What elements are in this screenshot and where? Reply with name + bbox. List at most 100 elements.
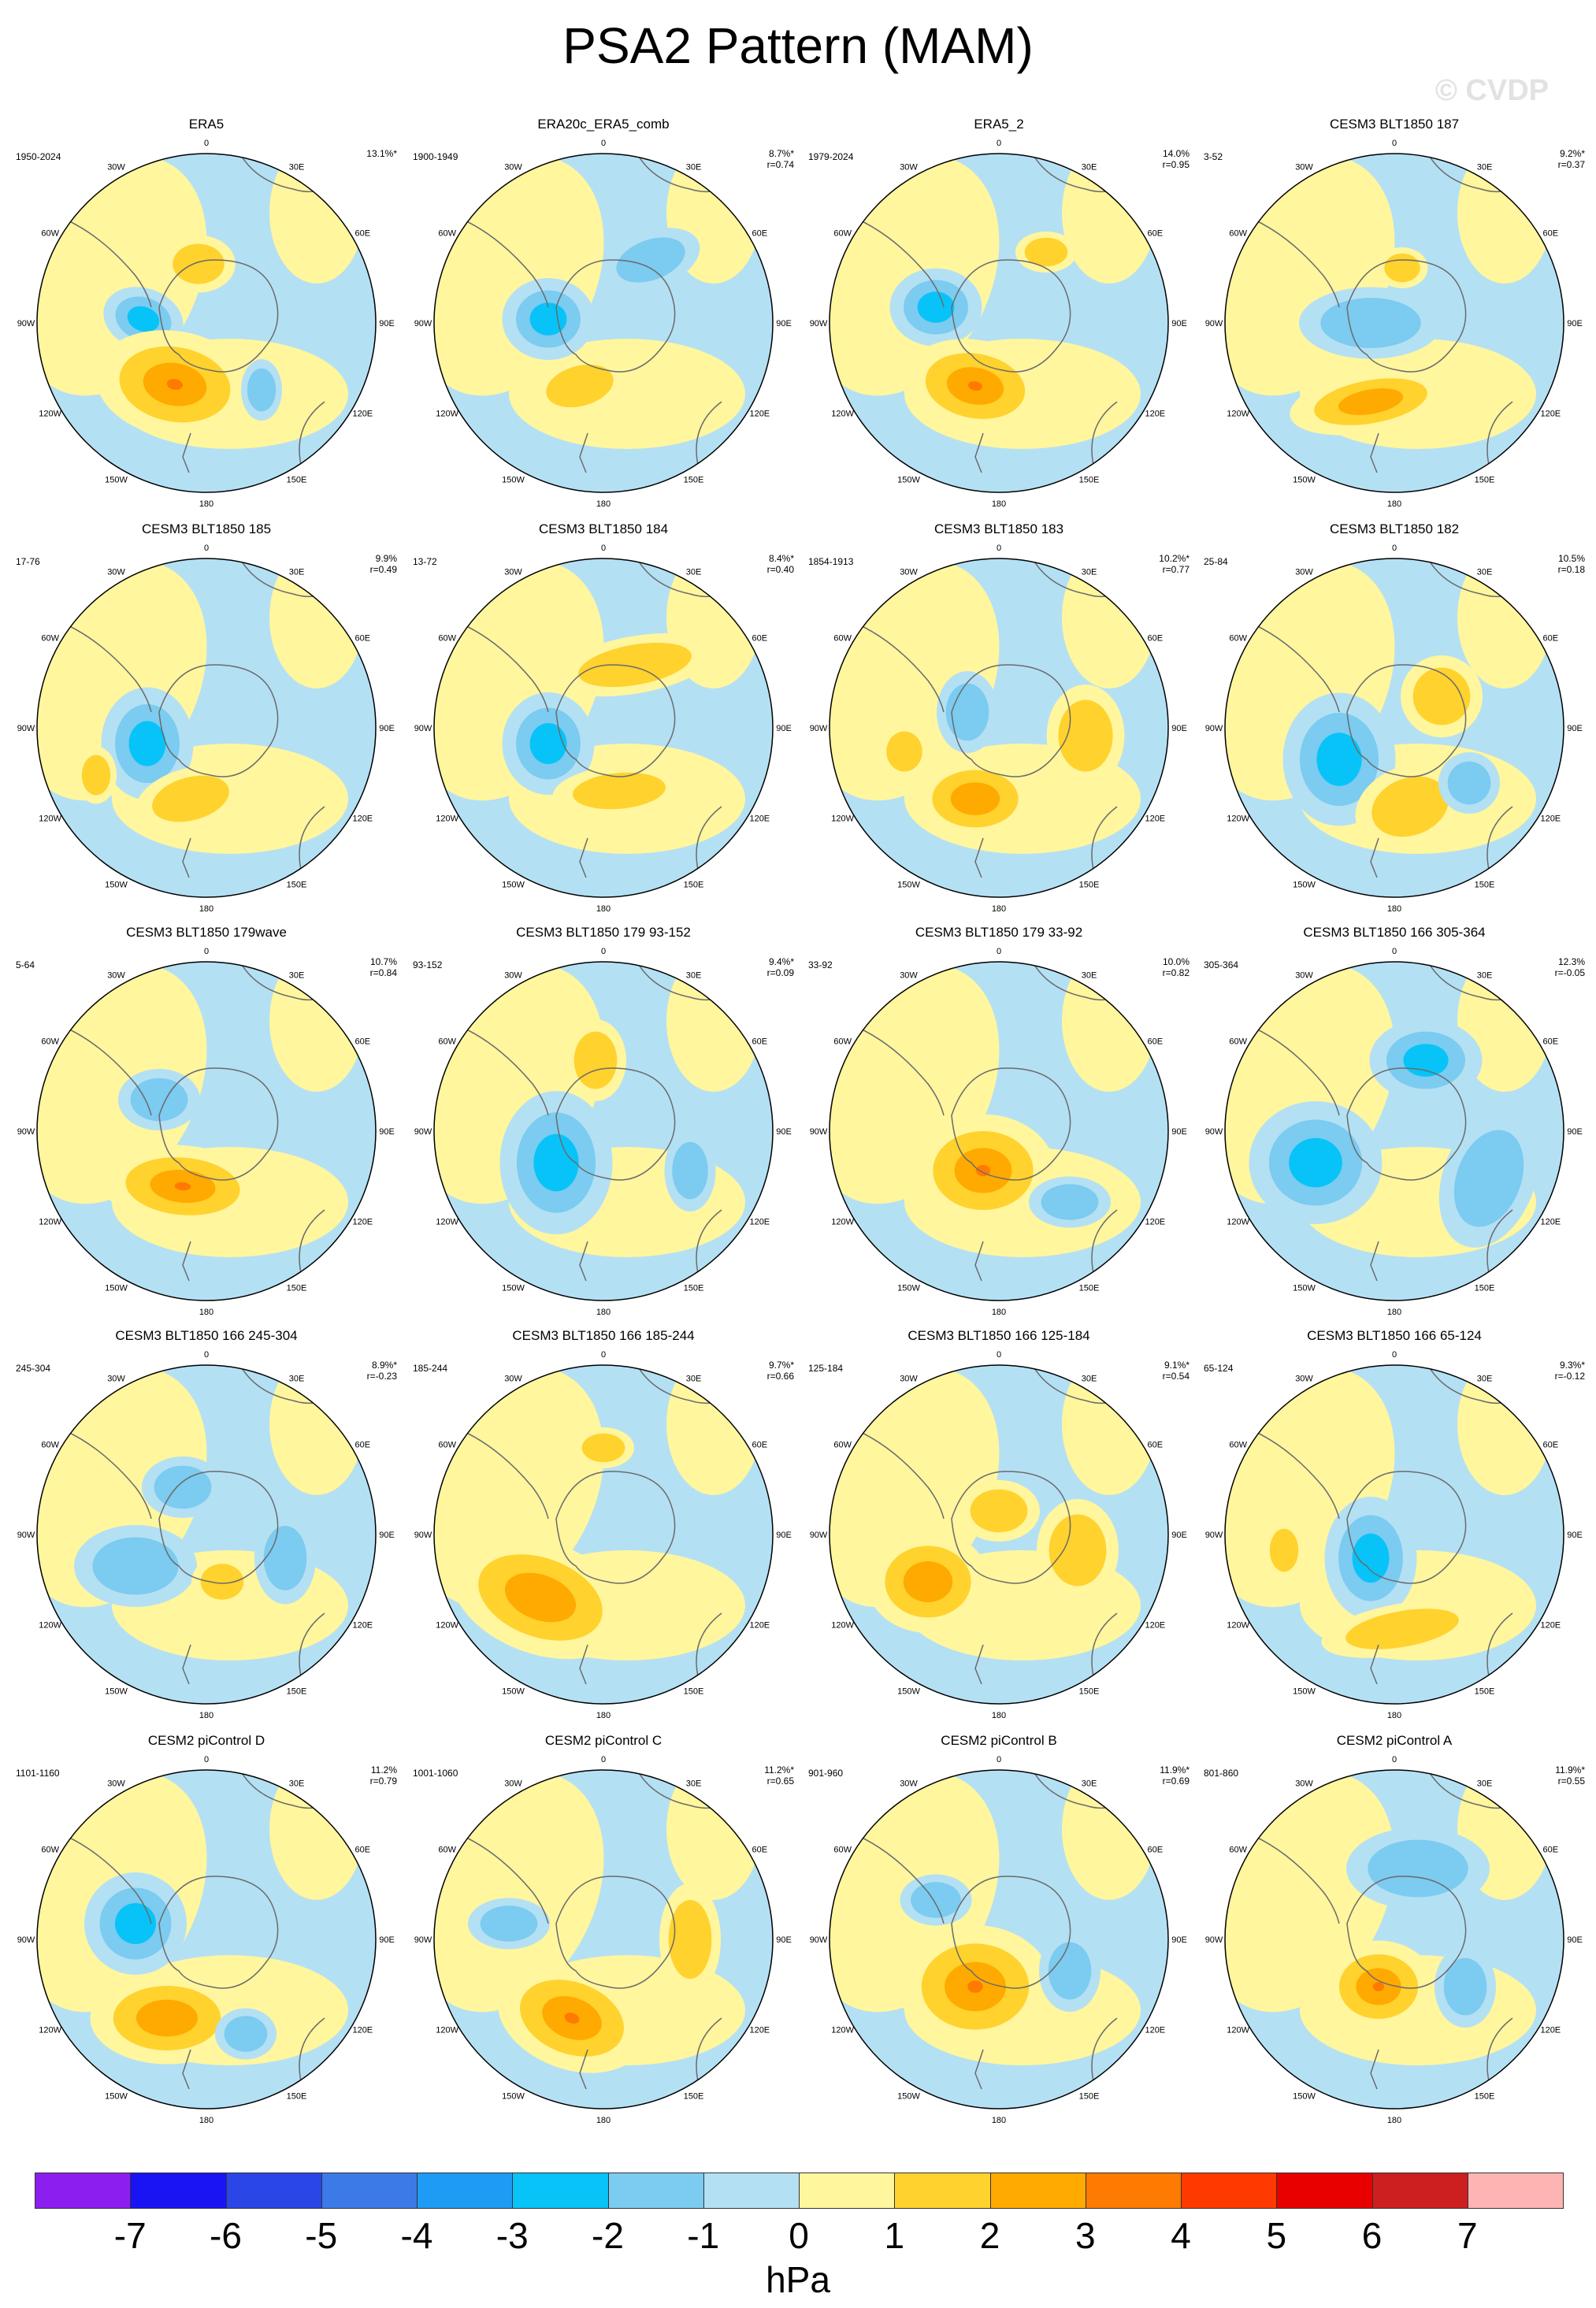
longitude-label: 150W [502,1283,525,1293]
longitude-label: 90W [1205,1127,1223,1137]
new-zealand-coastline [1370,837,1379,878]
longitude-label: 0 [1392,139,1397,148]
negative-anomaly-contour [1352,1533,1390,1583]
longitude-label: 120W [39,1621,61,1631]
positive-anomaly-contour [136,1999,198,2037]
antarctica-coastline [158,664,279,777]
longitude-label: 120E [1145,410,1165,419]
longitude-label: 150E [1079,880,1100,889]
longitude-label: 150W [1293,1283,1316,1293]
longitude-label: 90E [1567,724,1583,733]
longitude-label: 120W [436,2026,458,2035]
longitude-label: 90W [17,1127,35,1137]
longitude-label: 30E [289,1779,305,1789]
south-america-coastline [1236,1828,1340,1924]
longitude-label: 60W [438,1037,456,1047]
longitude-label: 150W [105,475,128,484]
polar-map: 0 30E 60E 90E 120E 150E 180 150W 120W 90W 60W 30W [1205,139,1583,509]
map-border [1224,1769,1564,2109]
colorbar-tick-label: 1 [884,2215,905,2256]
panel-pattern-correlation: r=-0.05 [1554,967,1585,978]
longitude-label: 150W [105,2091,128,2101]
longitude-label: 0 [601,544,606,553]
longitude-label: 90W [1205,724,1223,733]
longitude-label: 30W [1295,971,1313,981]
longitude-label: 30E [1477,163,1493,173]
panel-title: CESM3 BLT1850 166 305-364 [1303,925,1486,940]
longitude-label: 60E [1148,1441,1164,1450]
south-america-coastline [1236,1423,1340,1519]
panel-variance-percent: 11.9%* [1160,1764,1190,1776]
longitude-label: 90W [17,724,35,733]
positive-anomaly-contour [903,1561,953,1602]
map-panel: 0 30E 60E 90E 120E 150E 180 150W 120W 90W 60W 30W CE… [406,925,800,1319]
longitude-label: 30E [1477,1375,1493,1384]
new-zealand-coastline [1370,432,1379,473]
longitude-label: 60E [1543,1846,1559,1855]
longitude-label: 30E [1082,568,1097,577]
polar-map: 0 30E 60E 90E 120E 150E 180 150W 120W 90W 60W 30W [810,1350,1187,1720]
polar-map: 0 30E 60E 90E 120E 150E 180 150W 120W 90W 60W 30W [810,544,1187,914]
longitude-label: 150E [1475,1283,1495,1293]
south-america-coastline [48,212,152,308]
longitude-label: 30E [1477,568,1493,577]
colorbar-swatch [512,2173,609,2209]
longitude-label: 150E [287,2091,307,2101]
longitude-label: 120W [831,1621,854,1631]
antarctica-coastline [1346,1471,1467,1584]
colorbar-tick-label: 3 [1075,2215,1096,2256]
antarctica-coastline [158,1876,279,1989]
colorbar-tick-label: -7 [113,2215,147,2256]
panel-variance-percent: 9.2%* [1559,148,1585,159]
panel-title: CESM2 piControl C [544,1733,663,1748]
longitude-label: 120W [1227,410,1249,419]
new-zealand-coastline [974,1241,984,1282]
panel-title: ERA20c_ERA5_comb [537,117,670,132]
longitude-label: 180 [199,904,213,914]
longitude-label: 120W [831,814,854,824]
panel-pattern-correlation: r=0.65 [766,1776,794,1787]
panel-variance-percent: 11.9%* [1555,1764,1585,1776]
longitude-label: 180 [992,1308,1006,1317]
antarctica-coastline [555,1876,676,1989]
longitude-label: 30E [289,971,305,981]
longitude-label: 60E [752,1846,768,1855]
longitude-label: 90W [1205,319,1223,328]
panel-pattern-correlation: r=0.18 [1557,564,1585,575]
longitude-label: 150E [684,880,704,889]
longitude-label: 90W [1205,1935,1223,1945]
antarctica-coastline [1346,259,1467,373]
positive-anomaly-contour [970,1489,1028,1533]
longitude-label: 90W [414,1531,432,1540]
negative-anomaly-contour [917,291,955,323]
panel-variance-percent: 11.2%* [764,1764,794,1776]
longitude-label: 120W [1227,1621,1249,1631]
longitude-label: 120W [436,1621,458,1631]
colorbar-tick-label: -6 [210,2215,242,2256]
longitude-label: 120E [352,1218,373,1227]
panel-pattern-correlation: r=0.40 [766,564,794,575]
map-border [829,961,1169,1301]
longitude-label: 90W [810,319,828,328]
negative-anomaly-contour [911,1882,961,1918]
longitude-label: 120E [1145,1621,1165,1631]
page-title: PSA2 Pattern (MAM) [562,17,1034,74]
map-panel: 0 30E 60E 90E 120E 150E 180 150W 120W 90W 60W 30W CE… [406,521,800,915]
longitude-label: 90E [379,319,395,328]
longitude-label: 60W [1229,1441,1247,1450]
panel-pattern-correlation: r=0.37 [1557,159,1585,170]
longitude-label: 120E [1145,2026,1165,2035]
longitude-label: 30W [1295,1375,1313,1384]
negative-anomaly-contour [533,1134,579,1192]
longitude-label: 0 [204,947,209,956]
colorbar-tick-label: 7 [1457,2215,1478,2256]
longitude-label: 0 [601,139,606,148]
panel-pattern-correlation: r=0.49 [369,564,397,575]
colorbar [35,2173,1564,2209]
map-border [829,153,1169,493]
longitude-label: 90E [1171,1127,1187,1137]
longitude-label: 180 [1387,904,1401,914]
longitude-label: 120E [1540,814,1561,824]
new-zealand-coastline [182,837,191,878]
longitude-label: 90W [810,724,828,733]
